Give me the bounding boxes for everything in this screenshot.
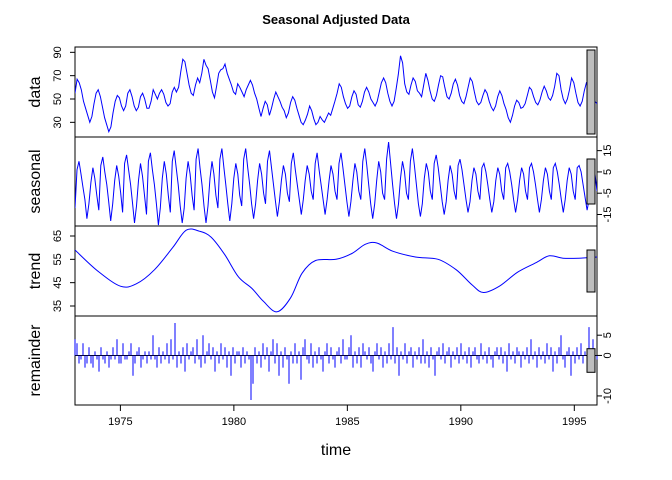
seasonal-y-tick-label: -5	[602, 188, 614, 198]
panel-trend: 35 45 55 65 trend	[27, 225, 598, 317]
data-range-bar	[586, 49, 596, 135]
x-tick-label: 1975	[108, 416, 132, 428]
seasonal-y-tick-label: -15	[602, 207, 614, 223]
trend-y-tick-label: 45	[52, 277, 64, 289]
x-tick-label: 1980	[222, 416, 246, 428]
remainder-y-tick-label: 5	[602, 332, 614, 338]
remainder-range-bar	[586, 348, 596, 373]
seasonal-series-line	[75, 142, 597, 226]
seasonal-y-tick-label: 15	[602, 145, 614, 157]
trend-range-bar	[586, 249, 596, 293]
seasonal-y-tick-label: 5	[602, 169, 614, 175]
remainder-y-tick-label: 0	[602, 352, 614, 358]
x-tick-label: 1985	[335, 416, 359, 428]
trend-y-label: trend	[27, 253, 44, 289]
data-y-tick-label: 50	[52, 93, 64, 105]
data-y-label: data	[27, 76, 44, 107]
x-axis-label: time	[321, 442, 351, 459]
panel-data: 30 50 70 90 data	[27, 46, 598, 138]
x-axis: 1975 1980 1985 1990 1995	[108, 405, 587, 428]
panel-seasonal-frame	[74, 136, 598, 227]
panel-data-frame	[74, 46, 598, 138]
x-tick-label: 1995	[562, 416, 586, 428]
data-y-tick-label: 30	[52, 116, 64, 128]
seasonal-range-bar	[586, 158, 596, 205]
trend-series-line	[75, 228, 597, 313]
seasonal-y-label: seasonal	[27, 149, 44, 213]
remainder-y-tick-label: -10	[602, 388, 614, 404]
data-y-tick-label: 70	[52, 70, 64, 82]
remainder-y-label: remainder	[27, 324, 44, 397]
chart-title: Seasonal Adjusted Data	[262, 12, 410, 27]
panel-remainder: 5 0 -10 remainder	[27, 315, 614, 406]
data-y-tick-label: 90	[52, 46, 64, 58]
panel-remainder-frame	[74, 315, 598, 406]
x-tick-label: 1990	[449, 416, 473, 428]
trend-y-tick-label: 65	[52, 230, 64, 242]
data-series-line	[75, 55, 597, 134]
panels-group: 30507090data155-5-15seasonal35455565tren…	[27, 46, 614, 406]
trend-y-tick-label: 55	[52, 253, 64, 265]
panel-seasonal: 15 5 -5 -15 seasonal	[27, 136, 614, 227]
trend-y-tick-label: 35	[52, 300, 64, 312]
